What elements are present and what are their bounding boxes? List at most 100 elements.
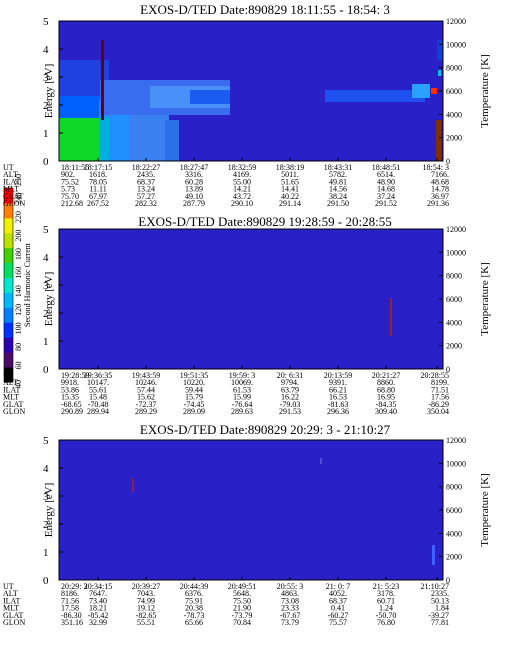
ephemeris-cell: 291.52 [375,199,397,208]
y-tick-label: 0 [43,156,49,168]
ephemeris-cell: 36.97 [431,192,449,201]
y2-tick-label: 4000 [446,529,462,538]
colorbar-tick-label: 160 [14,267,23,279]
plot-background [59,440,443,580]
spectral-feature [436,120,441,161]
ephemeris-cell: 9391. [329,378,347,387]
ephemeris-cell: -79.03 [280,400,301,409]
y2-tick-label: 10000 [446,40,466,49]
y-tick-label: 3 [43,280,49,292]
ephemeris-row-label: ILAT [3,385,20,394]
panel-3: EXOS-D/TED Date:890829 20:29: 3 - 21:10:… [3,422,491,627]
y-tick-label: 3 [43,491,49,503]
colorbar-swatch [4,247,13,264]
ephemeris-cell: 19:59: 3 [229,371,255,380]
ephemeris-cell: 20:39:27 [132,582,160,591]
spectral-feature [325,90,425,102]
ephemeris-cell: 20:21:27 [372,371,400,380]
ephemeris-cell: 57.44 [137,385,155,394]
y-axis-label: Energy [eV] [43,483,55,537]
ephemeris-cell: 60.28 [185,177,203,186]
ephemeris-cell: -81.63 [328,400,349,409]
spectral-feature [412,84,430,98]
ephemeris-cell: 290.89 [61,407,83,416]
spectral-feature [59,96,103,118]
ephemeris-row-label: UT [3,582,14,591]
ephemeris-cell: 20:44:39 [180,582,208,591]
ephemeris-cell: 5648. [233,589,251,598]
y-tick-label: 4 [43,44,49,56]
ephemeris-cell: 8860. [377,378,395,387]
ephemeris-cell: 13.24 [137,185,155,194]
y2-tick-label: 8000 [446,483,462,492]
ephemeris-cell: 11.11 [89,185,106,194]
y2-tick-label: 10000 [446,248,466,257]
colorbar-frame [3,187,14,383]
ephemeris-cell: 43.72 [233,192,251,201]
ephemeris-cell: 289.09 [183,407,205,416]
y-tick-label: 4 [43,463,49,475]
ephemeris-cell: 296.36 [327,407,349,416]
colorbar-tick-label: 100 [14,322,23,334]
ephemeris-cell: -85.42 [88,611,109,620]
colorbar-swatch [4,217,13,234]
ephemeris-cell: 290.10 [231,199,253,208]
ephemeris-row-label: GLON [3,407,25,416]
ephemeris-row-label: ALT [3,589,18,598]
ephemeris-cell: 68.37 [329,596,347,605]
ephemeris-cell: 8199. [431,378,449,387]
ephemeris-cell: 212.68 [61,199,83,208]
y2-tick-label: 2000 [446,134,462,143]
y-axis-left: 0 1 2 3 4 5 [43,224,438,376]
y2-tick-label: 2000 [446,342,462,351]
y2-axis-label: Temperature [K] [479,473,491,546]
ephemeris-cell: 23.33 [281,604,299,613]
ephemeris-row-label: GLON [3,618,25,627]
y-tick-label: 2 [43,100,49,112]
ephemeris-cell: 20:55: 3 [277,582,303,591]
ephemeris-cell: 20:29: 3 [61,582,87,591]
ephemeris-cell: 60.71 [377,596,395,605]
ephemeris-cell: 71.51 [431,385,449,394]
y-tick-label: 5 [43,435,49,447]
ephemeris-cell: 20: 6:31 [277,371,303,380]
ephemeris-cell: 7043. [137,589,155,598]
y-tick-label: 2 [43,308,49,320]
ephemeris-row-label: ALT [3,170,18,179]
ephemeris-cell: 282.32 [135,199,157,208]
ephemeris-cell: 6514. [377,170,395,179]
spectral-feature [132,478,134,492]
spectral-feature [320,458,322,464]
ephemeris-cell: 16.53 [329,393,347,402]
ephemeris-cell: 51.65 [281,177,299,186]
ephemeris-cell: 73.40 [89,596,107,605]
plot-features [390,298,392,336]
ephemeris-cell: 76.80 [377,618,395,627]
spectral-feature [431,88,437,94]
ephemeris-cell: 71.56 [61,596,79,605]
colorbar-swatch [4,202,13,219]
ephemeris-row-label: GLAT [3,192,24,201]
ephemeris-cell: -68.65 [61,400,82,409]
ephemeris-cell: 74.99 [137,596,155,605]
spectral-feature [438,70,441,76]
y-tick-label: 4 [43,252,49,264]
spectral-feature [390,298,392,336]
ephemeris-row-label: MLT [3,185,19,194]
colorbar-swatch [4,292,13,308]
ephemeris-cell: 2335. [431,589,449,598]
colorbar: 40 60 80 100 120 140 160 180 200 220 240 250 Second … [3,174,32,388]
ephemeris-cell: -60.27 [328,611,349,620]
y2-tick-label: 0 [446,576,450,585]
ephemeris-cell: 2435. [137,170,155,179]
ephemeris-cell: 40.22 [281,192,299,201]
ephemeris-cell: 68.37 [137,177,155,186]
ephemeris-cell: 4863. [281,589,299,598]
ephemeris-cell: 10246. [135,378,157,387]
ephemeris-cell: 5011. [281,170,299,179]
ephemeris-cell: 38.24 [329,192,347,201]
ephemeris-cell: 287.79 [183,199,205,208]
ephemeris-cell: 289.63 [231,407,253,416]
ephemeris-cell: 18:38:19 [276,163,304,172]
